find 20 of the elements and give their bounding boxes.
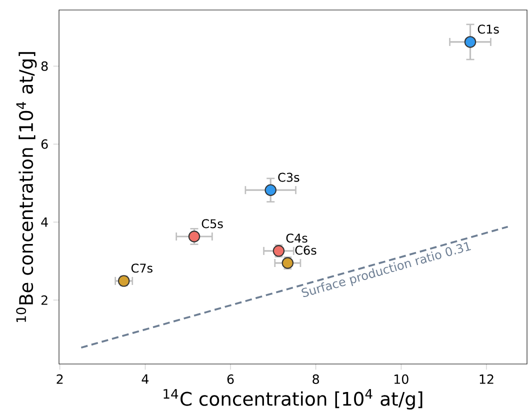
point <box>464 36 476 48</box>
point <box>264 184 276 196</box>
y-tick-label: 4 <box>41 217 48 227</box>
annotation: C5s <box>202 219 223 228</box>
x-tick-label: 10 <box>394 374 408 384</box>
x-tick-label: 6 <box>227 374 234 384</box>
annotation: C4s <box>286 234 308 243</box>
y-tick-label: 8 <box>41 61 48 71</box>
x-tick-label: 8 <box>312 374 319 384</box>
x-tick-label: 2 <box>56 374 63 384</box>
annotation: C7s <box>131 264 152 273</box>
annotation: C1s <box>478 24 499 34</box>
y-axis-title: $^{10}$Be concentration [10$^{4}$ at/g] <box>16 52 37 322</box>
annotation: C3s <box>278 172 300 182</box>
annotation: C6s <box>295 246 316 255</box>
y-tick-label: 6 <box>41 139 48 149</box>
x-tick-label: 12 <box>480 374 494 384</box>
x-axis-title: $^{14}$C concentration [10$^{4}$ at/g] <box>164 389 422 410</box>
x-tick-label: 4 <box>142 374 149 384</box>
y-tick-label: 2 <box>41 295 48 305</box>
